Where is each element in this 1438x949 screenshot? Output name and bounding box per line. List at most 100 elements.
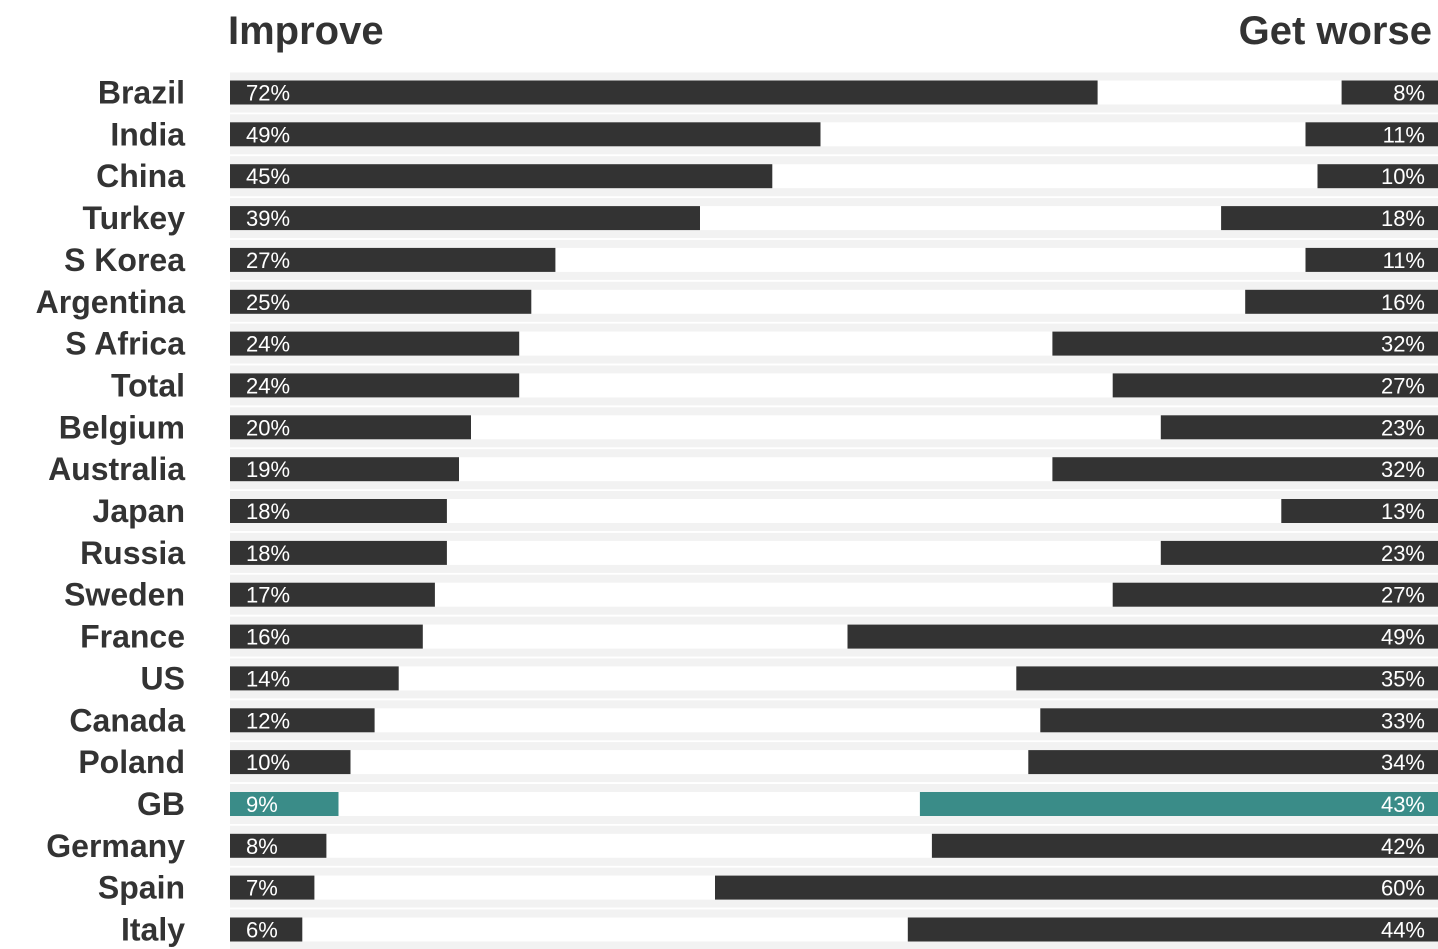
get-worse-value-label: 8% xyxy=(1393,81,1425,106)
get-worse-bar xyxy=(1112,582,1438,607)
row-total: Total 24% 27% xyxy=(111,367,1438,403)
get-worse-value-label: 60% xyxy=(1381,876,1425,901)
improve-value-label: 14% xyxy=(246,666,290,691)
improve-value-label: 9% xyxy=(246,792,278,817)
get-worse-bar xyxy=(1112,373,1438,398)
row-belgium: Belgium 20% 23% xyxy=(59,409,1438,445)
get-worse-bar xyxy=(1052,331,1438,356)
row-argentina: Argentina 25% 16% xyxy=(36,284,1438,320)
band-bottom-us xyxy=(230,690,1438,699)
get-worse-bar xyxy=(847,624,1438,649)
band-top-belgium xyxy=(230,407,1438,416)
get-worse-value-label: 16% xyxy=(1381,290,1425,315)
row-gb: GB 9% 43% xyxy=(137,786,1438,822)
country-label: Italy xyxy=(121,912,185,948)
country-label: Belgium xyxy=(59,409,185,445)
improve-bar xyxy=(230,875,315,900)
country-label: Spain xyxy=(98,870,185,906)
improve-value-label: 72% xyxy=(246,81,290,106)
get-worse-value-label: 10% xyxy=(1381,164,1425,189)
band-top-turkey xyxy=(230,198,1438,207)
row-s-korea: S Korea 27% 11% xyxy=(64,242,1438,278)
country-label: India xyxy=(110,116,185,152)
get-worse-value-label: 11% xyxy=(1383,122,1425,147)
row-australia: Australia 19% 32% xyxy=(48,451,1438,487)
improve-bar xyxy=(230,833,327,858)
improve-bar xyxy=(230,289,532,314)
get-worse-value-label: 43% xyxy=(1381,792,1425,817)
band-bottom-germany xyxy=(230,857,1438,866)
band-bottom-italy xyxy=(230,941,1438,949)
improve-bar xyxy=(230,750,351,775)
get-worse-bar xyxy=(1221,206,1438,231)
country-label: Sweden xyxy=(64,577,185,613)
improve-value-label: 25% xyxy=(246,290,290,315)
band-bottom-spain xyxy=(230,899,1438,908)
row-russia: Russia 18% 23% xyxy=(80,535,1438,571)
country-label: Argentina xyxy=(36,284,186,320)
row-france: France 16% 49% xyxy=(80,619,1438,655)
country-label: GB xyxy=(137,786,185,822)
band-top-china xyxy=(230,156,1438,165)
improve-bar xyxy=(230,624,423,649)
get-worse-bar xyxy=(1341,80,1438,105)
improve-value-label: 49% xyxy=(246,122,290,147)
get-worse-bar xyxy=(1160,540,1438,565)
get-worse-value-label: 33% xyxy=(1381,708,1425,733)
get-worse-value-label: 23% xyxy=(1381,541,1425,566)
band-bottom-sweden xyxy=(230,606,1438,615)
get-worse-value-label: 27% xyxy=(1381,583,1425,608)
band-top-australia xyxy=(230,449,1438,458)
improve-bar xyxy=(230,80,1098,105)
improve-value-label: 18% xyxy=(246,499,290,524)
get-worse-bar xyxy=(1016,666,1438,691)
get-worse-value-label: 49% xyxy=(1381,625,1425,650)
band-bottom-china xyxy=(230,188,1438,197)
get-worse-bar xyxy=(1317,164,1438,189)
improve-value-label: 24% xyxy=(246,332,290,357)
band-bottom-belgium xyxy=(230,439,1438,448)
band-top-total xyxy=(230,365,1438,374)
row-s-africa: S Africa 24% 32% xyxy=(65,326,1438,362)
improve-bar xyxy=(230,582,435,607)
band-top-germany xyxy=(230,825,1438,834)
band-bottom-japan xyxy=(230,523,1438,531)
row-us: US 14% 35% xyxy=(141,660,1438,696)
improve-bar xyxy=(230,499,447,523)
country-label: Poland xyxy=(78,744,185,780)
improve-bar xyxy=(230,373,520,398)
country-label: Japan xyxy=(93,493,185,529)
band-bottom-australia xyxy=(230,481,1438,490)
band-bottom-s-africa xyxy=(230,355,1438,364)
country-label: Total xyxy=(111,367,185,403)
country-label: Germany xyxy=(46,828,185,864)
improve-bar xyxy=(230,164,773,189)
improve-value-label: 20% xyxy=(246,415,290,440)
country-label: Canada xyxy=(69,702,185,738)
improve-value-label: 6% xyxy=(246,918,278,943)
improve-bar xyxy=(230,415,471,440)
band-bottom-total xyxy=(230,397,1438,406)
improve-value-label: 19% xyxy=(246,457,290,482)
band-bottom-russia xyxy=(230,564,1438,573)
improve-value-label: 27% xyxy=(246,248,290,273)
improve-value-label: 24% xyxy=(246,373,290,398)
country-label: China xyxy=(96,158,185,194)
band-bottom-brazil xyxy=(230,104,1438,113)
band-top-italy xyxy=(230,909,1438,918)
get-worse-header: Get worse xyxy=(1239,9,1432,53)
band-bottom-turkey xyxy=(230,230,1438,239)
band-top-poland xyxy=(230,742,1438,751)
get-worse-value-label: 35% xyxy=(1381,666,1425,691)
band-top-france xyxy=(230,616,1438,625)
improve-bar xyxy=(230,540,447,565)
get-worse-bar xyxy=(1245,289,1438,314)
row-china: China 45% 10% xyxy=(96,158,1438,194)
row-sweden: Sweden 17% 27% xyxy=(64,577,1438,613)
band-top-india xyxy=(230,114,1438,123)
get-worse-bar xyxy=(1160,415,1438,440)
band-top-sweden xyxy=(230,574,1438,583)
improve-bar xyxy=(230,122,821,147)
row-germany: Germany 8% 42% xyxy=(46,828,1438,864)
